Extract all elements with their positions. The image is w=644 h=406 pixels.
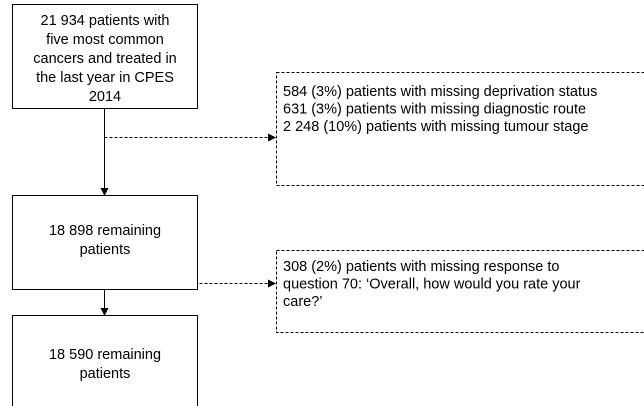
exclusion-text: 584 (3%) patients with missing deprivati… [283,84,597,100]
node-text: the last year in CPES [36,70,174,86]
exclusion-box [276,250,644,333]
node-box [12,315,198,406]
node-text: cancers and treated in [33,51,176,67]
node-text: patients [80,366,131,382]
node-text: 21 934 patients with [41,13,170,29]
exclusion-box [276,72,644,186]
exclusion-text: care?’ [283,294,323,310]
exclusion-text: 631 (3%) patients with missing diagnosti… [283,101,586,117]
node-text: 18 590 remaining [49,347,161,363]
node-text: five most common [46,32,164,48]
exclusion-text: 308 (2%) patients with missing response … [283,259,559,275]
node-box [12,4,198,109]
node-text: 2014 [89,89,121,105]
exclusion-text: 2 248 (10%) patients with missing tumour… [283,119,588,135]
node-text: patients [80,242,131,258]
node-box [12,195,198,290]
node-text: 18 898 remaining [49,223,161,239]
exclusion-text: question 70: ‘Overall, how would you rat… [283,276,581,292]
